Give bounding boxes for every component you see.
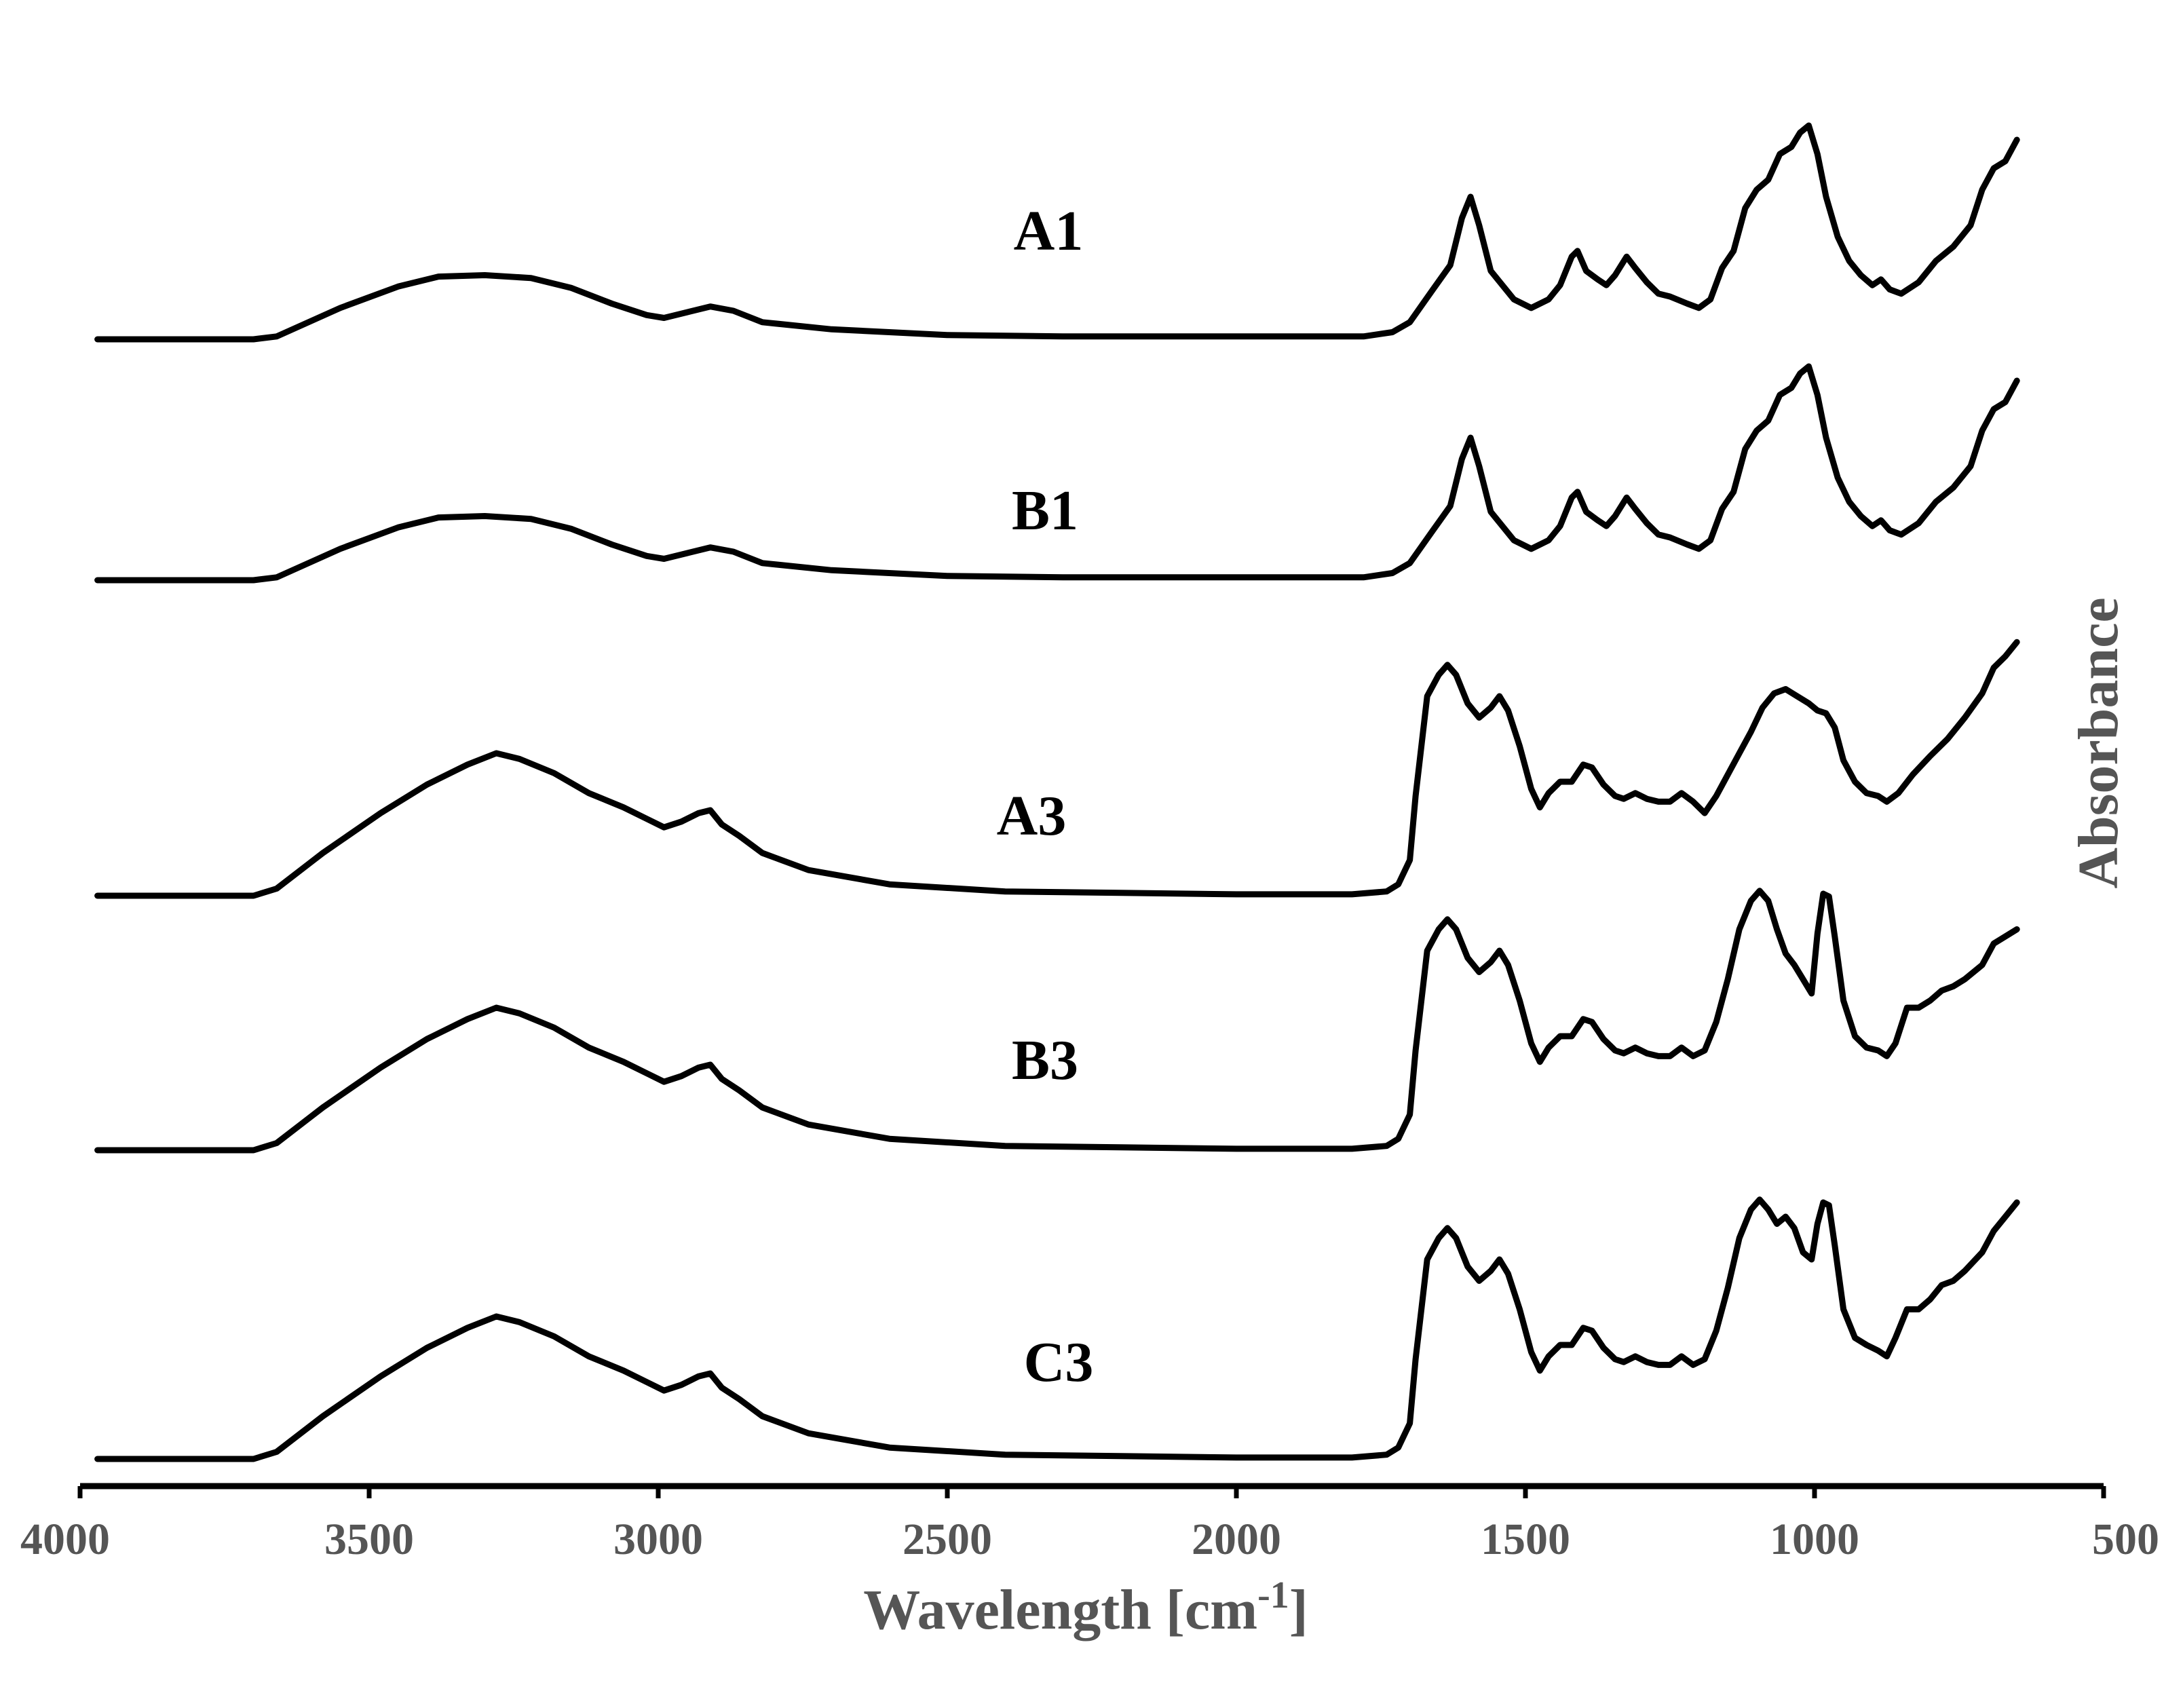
spectrum-line-a1 [94, 122, 2020, 343]
series-label-b3: B3 [1012, 1029, 1078, 1092]
series-label-b1: B1 [1012, 479, 1078, 542]
y-axis-title: Absorbance [2067, 597, 2130, 888]
x-axis-title-close: ] [1289, 1578, 1308, 1641]
series-label-a3: A3 [997, 784, 1067, 848]
x-axis-title-sup: -1 [1257, 1574, 1289, 1616]
spectrum-line-b3 [94, 888, 2020, 1154]
x-tick-label: 2000 [1192, 1515, 1281, 1564]
x-ticks: 4000 3500 3000 2500 2000 1500 1000 500 [20, 1486, 2159, 1564]
x-tick-label: 500 [2092, 1515, 2159, 1564]
series-label-a1: A1 [1014, 200, 1084, 263]
spectrum-line-c3 [94, 1196, 2020, 1462]
x-tick-label: 3500 [324, 1515, 414, 1564]
x-axis-title: Wavelength [cm-1] [863, 1574, 1308, 1641]
x-tick-label: 1500 [1481, 1515, 1570, 1564]
spectrum-line-b1 [94, 363, 2020, 584]
series-labels: A1 B1 A3 B3 C3 [997, 200, 1094, 1394]
x-axis-title-text: Wavelength [cm [863, 1578, 1257, 1641]
spectrum-line-a3 [94, 639, 2020, 899]
spectra-group [94, 122, 2020, 1462]
series-label-c3: C3 [1024, 1331, 1094, 1394]
x-tick-label: 4000 [20, 1515, 110, 1564]
x-tick-label: 1000 [1770, 1515, 1859, 1564]
x-tick-label: 2500 [903, 1515, 992, 1564]
x-tick-label: 3000 [613, 1515, 703, 1564]
